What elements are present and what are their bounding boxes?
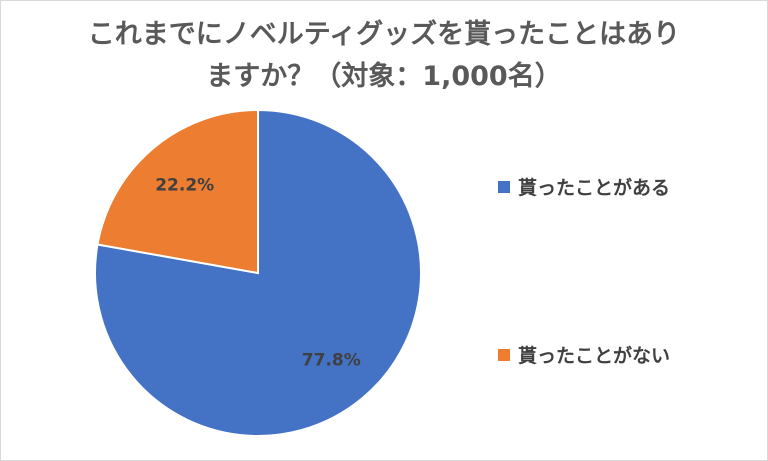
pie-slice-not-received	[96, 108, 259, 275]
legend-label-not-received: 貰ったことがない	[518, 345, 671, 367]
data-label-not-received: 22.2%	[155, 176, 214, 196]
chart-title-line-1: これまでにノベルティグッズを貰ったことはあり	[87, 19, 681, 50]
data-label-received: 77.8%	[302, 351, 361, 371]
legend-item-received: 貰ったことがある	[498, 173, 670, 200]
pie-slices	[94, 108, 422, 437]
chart-title: これまでにノベルティグッズを貰ったことはあり ますか？（対象：1,000名）	[0, 14, 768, 98]
chart-title-line-2: ますか？（対象：1,000名）	[206, 61, 562, 92]
pie-data-labels: 77.8% 22.2%	[155, 176, 361, 371]
legend-label-received: 貰ったことがある	[518, 177, 671, 199]
legend-swatch-received	[498, 180, 510, 193]
legend-swatch-not-received	[498, 348, 510, 361]
legend-item-not-received: 貰ったことがない	[498, 341, 670, 368]
